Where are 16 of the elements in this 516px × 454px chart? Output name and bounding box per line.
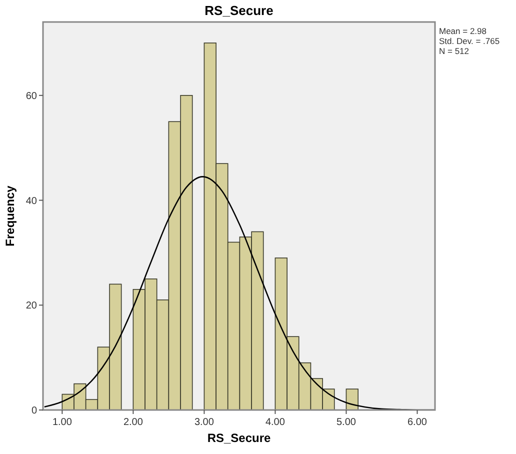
text: Mean = 2.98 (439, 26, 487, 36)
x-tick-label: 4.00 (265, 417, 286, 428)
y-axis-title: Frequency (3, 185, 17, 246)
x-tick-label: 2.00 (123, 417, 144, 428)
text: Std. Dev. = .765 (439, 36, 500, 46)
y-tick-label: 40 (26, 196, 38, 207)
y-tick-label: 60 (26, 90, 38, 102)
x-tick-label: 6.00 (408, 417, 428, 428)
y-tick-label: 0 (31, 406, 38, 416)
x-tick-label: 5.00 (336, 417, 356, 428)
x-tick-label: 1.00 (52, 417, 72, 428)
y-tick-label: 20 (26, 300, 38, 312)
x-axis-title: RS_Secure (207, 431, 272, 445)
text: N = 512 (439, 46, 470, 56)
x-tick-label: 3.00 (194, 417, 214, 428)
chart-title: RS_Secure (204, 3, 274, 18)
